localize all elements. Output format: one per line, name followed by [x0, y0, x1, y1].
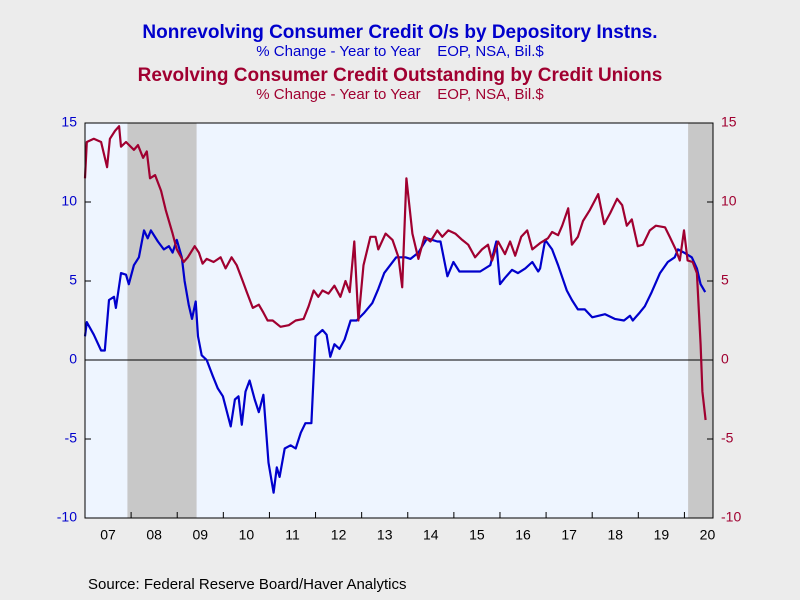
series-line [83, 125, 707, 421]
x-tick-label: 17 [561, 527, 577, 543]
chart-title: Nonrevolving Consumer Credit O/s by Depo… [142, 22, 657, 43]
y2-tick-label: 10 [721, 193, 737, 209]
y-tick-label: -10 [57, 509, 77, 525]
y2-tick-label: -10 [721, 509, 741, 525]
x-tick-label: 09 [192, 527, 208, 543]
source-note: Source: Federal Reserve Board/Haver Anal… [88, 576, 406, 593]
y2-tick-label: 5 [721, 272, 729, 288]
y-tick-label: 5 [69, 272, 77, 288]
x-tick-label: 10 [239, 527, 255, 543]
plot-frame [84, 122, 714, 519]
y-tick-label: -5 [65, 430, 78, 446]
series-line [83, 229, 707, 494]
chart-title: Revolving Consumer Credit Outstanding by… [138, 65, 663, 86]
chart-subtitle: % Change - Year to Year EOP, NSA, Bil.$ [256, 43, 544, 60]
y2-tick-label: 15 [721, 114, 737, 130]
x-tick-label: 20 [700, 527, 716, 543]
y2-tick-label: 0 [721, 351, 729, 367]
x-tick-label: 14 [423, 527, 439, 543]
y2-tick-label: -5 [721, 430, 734, 446]
y-tick-label: 10 [61, 193, 77, 209]
x-tick-label: 13 [377, 527, 393, 543]
x-tick-label: 15 [469, 527, 485, 543]
x-tick-label: 16 [515, 527, 531, 543]
x-tick-label: 18 [607, 527, 623, 543]
y-tick-label: 15 [61, 114, 77, 130]
recession-shading [688, 123, 713, 518]
x-tick-label: 08 [146, 527, 162, 543]
x-tick-label: 19 [654, 527, 670, 543]
y-tick-label: 0 [69, 351, 77, 367]
x-tick-label: 07 [100, 527, 116, 543]
x-tick-label: 12 [331, 527, 347, 543]
x-tick-label: 11 [285, 527, 300, 543]
recession-shading [127, 123, 197, 518]
chart-subtitle: % Change - Year to Year EOP, NSA, Bil.$ [256, 86, 544, 103]
